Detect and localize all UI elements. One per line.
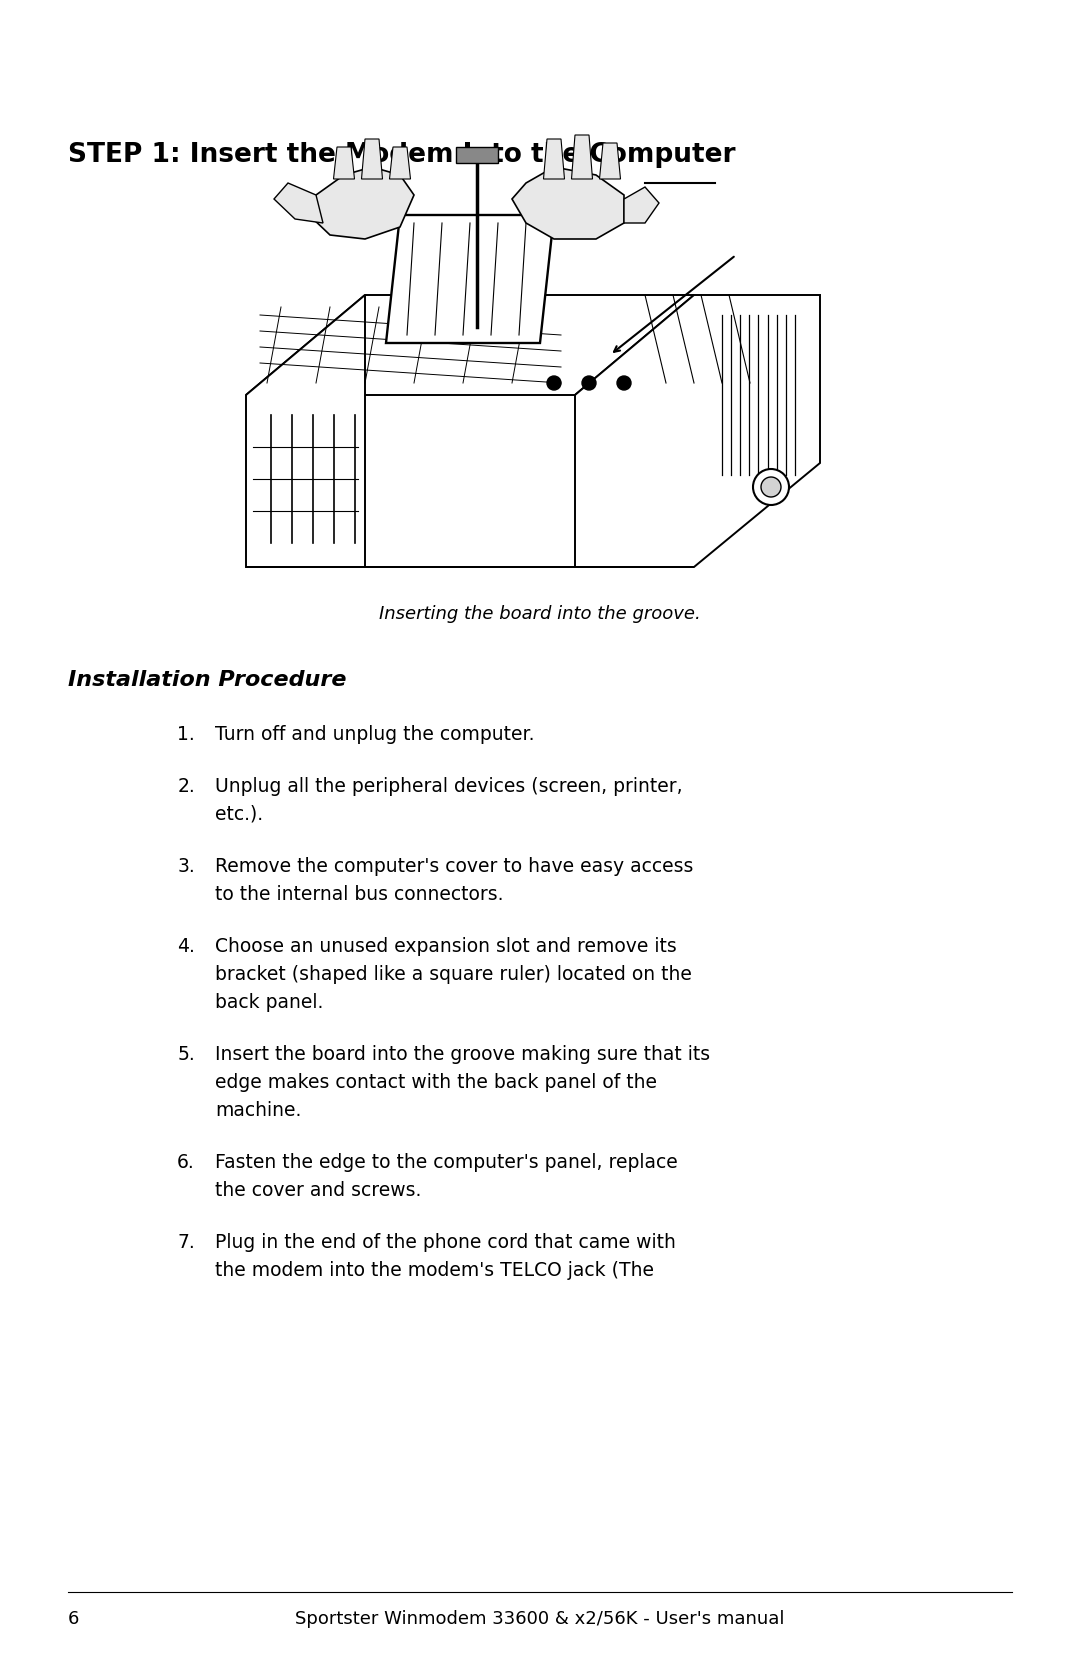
Polygon shape xyxy=(543,139,565,179)
Circle shape xyxy=(761,477,781,497)
Text: 6: 6 xyxy=(68,1611,79,1627)
Polygon shape xyxy=(571,134,593,179)
Polygon shape xyxy=(512,167,624,239)
Circle shape xyxy=(546,376,561,389)
Polygon shape xyxy=(575,295,820,567)
Text: Remove the computer's cover to have easy access: Remove the computer's cover to have easy… xyxy=(215,857,693,877)
Text: 6.: 6. xyxy=(177,1153,195,1171)
Text: etc.).: etc.). xyxy=(215,805,264,824)
Polygon shape xyxy=(390,147,410,179)
Text: bracket (shaped like a square ruler) located on the: bracket (shaped like a square ruler) loc… xyxy=(215,964,692,984)
Text: Plug in the end of the phone cord that came with: Plug in the end of the phone cord that c… xyxy=(215,1233,676,1253)
Text: Sportster Winmodem 33600 & x2/56K - User's manual: Sportster Winmodem 33600 & x2/56K - User… xyxy=(295,1611,785,1627)
Text: Unplug all the peripheral devices (screen, printer,: Unplug all the peripheral devices (scree… xyxy=(215,777,683,795)
Text: Inserting the board into the groove.: Inserting the board into the groove. xyxy=(379,605,701,623)
Text: STEP 1: Insert the Modem Into the Computer: STEP 1: Insert the Modem Into the Comput… xyxy=(68,143,735,167)
Text: 4.: 4. xyxy=(177,936,195,956)
Text: back panel.: back panel. xyxy=(215,993,323,1012)
Text: Choose an unused expansion slot and remove its: Choose an unused expansion slot and remo… xyxy=(215,936,677,956)
Text: 2.: 2. xyxy=(177,777,195,795)
Polygon shape xyxy=(386,215,554,343)
Text: 1.: 1. xyxy=(177,726,195,744)
Circle shape xyxy=(582,376,596,389)
Text: the modem into the modem's TELCO jack (The: the modem into the modem's TELCO jack (T… xyxy=(215,1261,654,1279)
Text: to the internal bus connectors.: to the internal bus connectors. xyxy=(215,885,503,905)
Circle shape xyxy=(753,469,789,505)
Text: Turn off and unplug the computer.: Turn off and unplug the computer. xyxy=(215,726,535,744)
Polygon shape xyxy=(456,147,498,162)
Polygon shape xyxy=(599,143,621,179)
Circle shape xyxy=(617,376,631,389)
Text: the cover and screws.: the cover and screws. xyxy=(215,1181,421,1200)
Text: 7.: 7. xyxy=(177,1233,195,1253)
Text: Installation Procedure: Installation Procedure xyxy=(68,669,347,689)
Text: machine.: machine. xyxy=(215,1100,301,1120)
Polygon shape xyxy=(274,182,323,224)
Text: Fasten the edge to the computer's panel, replace: Fasten the edge to the computer's panel,… xyxy=(215,1153,678,1171)
Text: edge makes contact with the back panel of the: edge makes contact with the back panel o… xyxy=(215,1074,657,1092)
Polygon shape xyxy=(334,147,354,179)
Text: 5.: 5. xyxy=(177,1046,195,1064)
Text: 3.: 3. xyxy=(177,857,195,877)
Polygon shape xyxy=(362,139,382,179)
Polygon shape xyxy=(309,167,414,239)
Text: Insert the board into the groove making sure that its: Insert the board into the groove making … xyxy=(215,1046,711,1064)
Polygon shape xyxy=(624,187,659,224)
Polygon shape xyxy=(246,295,365,567)
Polygon shape xyxy=(246,295,694,394)
